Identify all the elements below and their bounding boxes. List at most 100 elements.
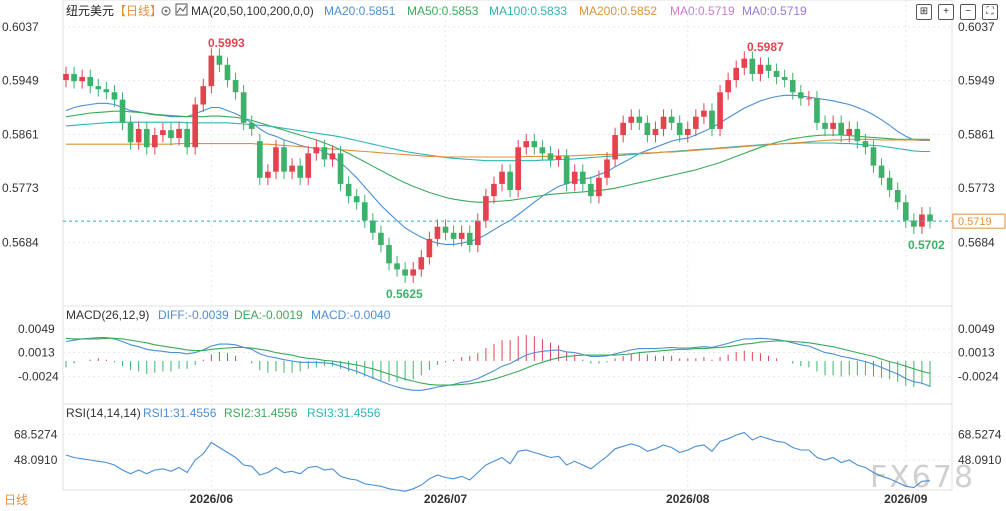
zoom-in-icon[interactable]: + xyxy=(938,4,954,20)
candle-body xyxy=(814,98,820,123)
ma200-line xyxy=(66,138,930,158)
candle xyxy=(305,146,312,186)
candle xyxy=(119,92,126,131)
candle-body xyxy=(192,104,199,148)
candle xyxy=(838,115,845,143)
candle-body xyxy=(418,257,425,270)
candle xyxy=(208,48,215,94)
candle-body xyxy=(483,196,489,221)
candle xyxy=(466,225,473,253)
candle xyxy=(523,133,530,155)
rsi-lines xyxy=(65,431,931,492)
candle-body xyxy=(127,122,134,143)
price-tick-left: 0.5773 xyxy=(2,181,39,195)
candle xyxy=(814,91,820,131)
candle xyxy=(862,133,869,155)
gear-icon[interactable] xyxy=(161,6,171,16)
candle-body xyxy=(725,80,731,93)
candle-body xyxy=(410,269,417,276)
candle xyxy=(539,139,546,161)
candle xyxy=(491,176,497,204)
candle xyxy=(224,57,231,88)
candle xyxy=(684,121,691,143)
watermark: FX678 xyxy=(870,460,976,495)
candle-body xyxy=(442,226,449,233)
candle-body xyxy=(660,116,667,129)
candle xyxy=(701,103,707,125)
candle xyxy=(160,122,166,143)
candle-body xyxy=(652,128,659,136)
candle-body xyxy=(555,156,562,160)
candle-body xyxy=(870,147,877,166)
candle-body xyxy=(628,116,635,123)
rsi-tick-left: 68.5274 xyxy=(14,427,58,441)
high-annotation-2: 0.5987 xyxy=(747,40,784,54)
rsi-tick-right: 68.5274 xyxy=(958,427,1002,441)
macd-tick-left: 0.0013 xyxy=(18,346,55,360)
candle-body xyxy=(919,214,925,227)
candle-body xyxy=(668,116,675,123)
macd-dea-value: DEA:-0.0019 xyxy=(234,308,303,322)
candle xyxy=(313,139,320,161)
candle xyxy=(571,164,578,192)
candle-body xyxy=(894,190,901,203)
candle-body xyxy=(87,76,94,87)
candle-body xyxy=(378,232,384,246)
time-tick-label: 2026/07 xyxy=(424,492,468,506)
rsi2-value: RSI2:31.4556 xyxy=(224,406,298,420)
fullscreen-icon[interactable]: ⛶ xyxy=(982,4,998,20)
candle xyxy=(216,48,223,73)
candle xyxy=(789,72,796,100)
candle-body xyxy=(773,70,780,77)
candle xyxy=(458,225,465,247)
candle-body xyxy=(927,214,933,222)
candle-body xyxy=(717,92,723,129)
candle xyxy=(830,115,836,137)
candle xyxy=(693,109,699,137)
candle-body xyxy=(749,58,756,74)
candle xyxy=(87,69,94,94)
candle-body xyxy=(71,73,77,82)
price-panel-frame xyxy=(62,0,953,307)
bottom-period-label[interactable]: 日线 xyxy=(4,493,28,507)
candle xyxy=(103,81,110,100)
candle-body xyxy=(176,128,182,139)
candle-body xyxy=(240,92,247,123)
candle xyxy=(95,78,102,97)
zoom-out-icon[interactable]: − xyxy=(960,4,976,20)
candle xyxy=(370,213,376,241)
macd_dea-line xyxy=(65,337,931,386)
candle xyxy=(652,121,659,143)
candle xyxy=(555,149,562,167)
rsi-tick-right: 48.0910 xyxy=(958,453,1002,467)
grid-icon[interactable]: ⊞ xyxy=(916,4,932,20)
candle xyxy=(846,121,853,143)
candlesticks xyxy=(63,48,933,283)
candle xyxy=(329,146,336,167)
period-label[interactable]: 【日线】 xyxy=(114,4,162,18)
chart-icon[interactable] xyxy=(175,3,188,16)
candle-body xyxy=(571,171,578,184)
rsi-legend: RSI(14,14,14) RSI1:31.4556 RSI2:31.4556 … xyxy=(66,406,381,420)
candle xyxy=(256,133,263,186)
candle xyxy=(151,127,158,155)
price-tick-right: 0.5949 xyxy=(958,74,995,88)
candle-body xyxy=(515,147,522,191)
candle-body xyxy=(507,171,513,191)
candle xyxy=(143,121,150,155)
candle-body xyxy=(143,128,150,148)
candle-body xyxy=(806,98,812,100)
candle xyxy=(281,139,287,180)
ma50-line xyxy=(65,110,930,203)
candle-body xyxy=(676,122,683,136)
candle xyxy=(620,115,626,143)
candle xyxy=(176,121,182,146)
candle-body xyxy=(297,165,303,178)
candle xyxy=(394,256,400,277)
ma200-value: MA200:0.5852 xyxy=(579,4,657,18)
candle-body xyxy=(345,183,352,197)
candle xyxy=(450,225,457,247)
candle-body xyxy=(693,116,699,129)
macd-lines xyxy=(65,337,931,391)
